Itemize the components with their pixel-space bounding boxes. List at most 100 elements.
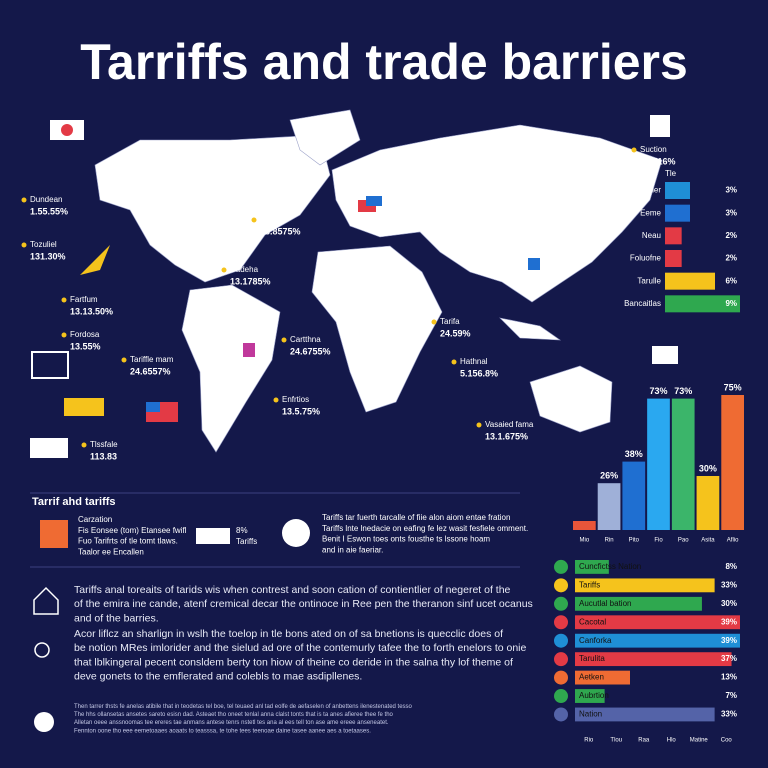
value-label: 33% [721,710,737,719]
map-marker [431,319,437,325]
value-label: 75% [724,382,742,392]
value-label: 39% [721,617,737,626]
map-marker [631,147,637,153]
title: Tarriffs and trade barriers [80,34,688,90]
map-label-name: Dundean [30,195,62,204]
row-icon [554,559,568,574]
map-label-value: 113.83 [90,451,117,461]
value-label: 39% [721,636,737,645]
icon [33,586,59,615]
bar [696,476,720,530]
bar [665,204,690,222]
bar [622,461,646,530]
paragraph: Tariffs anal toreaits of tarids wis when… [74,584,533,624]
x-tick-label: Mio [580,538,590,544]
value-label: 38% [625,449,643,459]
row-icon [554,578,568,593]
bar [575,670,630,685]
bar [575,707,715,722]
bar [575,578,715,593]
map-label-value: 131.30% [30,251,66,261]
row-icon [554,707,568,722]
section-item: 8% Tariffs [236,526,257,546]
value-label: 73% [674,386,692,396]
value-label: 3% [725,208,737,217]
bar [575,596,702,611]
bar [665,295,740,313]
x-label: Coo [721,738,733,744]
map-label-value: 13.13.50% [70,306,113,316]
map-label-value: 1.55.55% [30,206,68,216]
bar [575,689,605,703]
map-label-value: 24.6755% [290,346,331,356]
map-label-name: Vasaied fama [485,420,534,429]
map-label-value: 13.1.675% [485,431,528,441]
bar [671,398,695,530]
category-label: Cuncfictss Nation [579,562,641,571]
x-tick-label: Fio [654,538,663,544]
icon [40,520,68,548]
bar [665,250,682,267]
x-tick-label: Pao [678,538,689,544]
category-label: Canforka [579,636,612,645]
row-icon [554,689,568,704]
bar [647,398,670,530]
bar [665,272,715,290]
value-label: 13% [721,673,737,682]
category-label: Bancaitlas [624,299,661,308]
x-tick-label: Aflio [727,538,739,544]
category-label: Aucutlal bation [579,599,631,608]
map-marker [61,332,67,338]
bar [575,652,732,667]
value-label: 33% [721,580,737,589]
map-label-name: Enfrtios [282,395,309,404]
category-label: Neau [642,231,661,240]
value-label: 73% [649,386,667,396]
map-label-value: 13.55% [70,341,101,351]
section-item: Tariffs tar fuerth tarcalle of fiie alon… [322,513,528,554]
map-label-name: Tariffle mam [130,355,174,364]
map-label-value: 24.59% [440,328,471,338]
bar [665,227,682,245]
map-label-name: Tarifa [440,317,460,326]
map-label-name: Dadeha [230,265,259,274]
map-label-value: 13.5.75% [282,406,320,416]
category-label: Tarulle [637,276,661,285]
map-marker [61,297,67,303]
category-label: Foluofne [630,254,662,263]
paragraph: Acor liflcz an sharlign in wslh the toel… [74,628,527,683]
map-label-value: 16.8575% [260,226,301,236]
map-label-name: Fordosa [70,330,100,339]
x-tick-label: Asita [701,538,715,544]
map-label-value: 24.6557% [130,366,171,376]
map-marker [476,422,482,428]
map-icons [30,115,678,458]
bar [573,521,596,530]
icon [34,642,50,658]
chart-title: Tle [665,169,677,178]
row-icon [554,596,568,611]
value-label: 6% [725,276,737,285]
world-map [94,109,663,453]
value-label: 9% [725,299,737,308]
map-label-name: Tariffa [260,215,282,224]
x-label: Tlou [610,738,622,744]
map-label-name: Cartthna [290,335,321,344]
bar [597,483,621,530]
x-tick-label: Rin [605,538,614,544]
bar [575,633,740,648]
row-icon [554,633,568,648]
bar [575,615,740,630]
bar [575,560,609,574]
value-label: 3% [725,186,737,195]
map-label-value: 13.516% [640,156,676,166]
x-label: Hlo [667,738,677,744]
category-label: Cacotal [579,617,606,626]
paragraph: Then tarrer thsts fe anelas atibile that… [74,704,413,734]
map-marker [451,359,457,365]
category-label: Ebtioner [631,186,661,195]
icon [196,528,230,544]
map-marker [281,337,287,343]
map-marker [221,267,227,273]
